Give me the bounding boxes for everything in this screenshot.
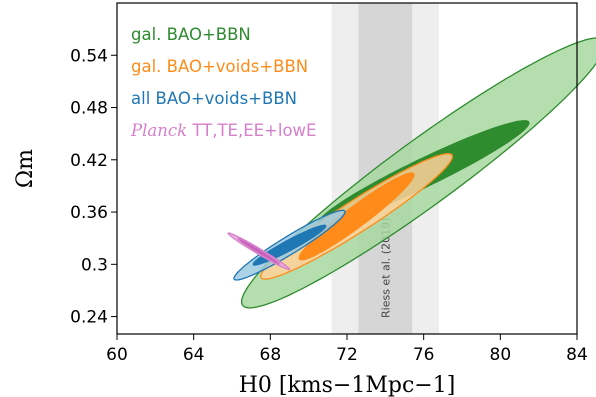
x-tick-label: 76 <box>413 345 435 365</box>
x-tick-label: 64 <box>183 345 205 365</box>
x-tick-label: 60 <box>106 345 128 365</box>
x-tick-label: 84 <box>566 345 588 365</box>
y-tick-label: 0.48 <box>70 99 108 119</box>
legend-entry: gal. BAO+BBN <box>131 25 251 44</box>
x-tick-label: 72 <box>336 345 358 365</box>
legend-entry: gal. BAO+voids+BBN <box>131 57 308 76</box>
legend: gal. BAO+BBN gal. BAO+voids+BBN all BAO+vo… <box>130 25 316 140</box>
x-tick-label: 68 <box>260 345 282 365</box>
legend-entry: all BAO+voids+BBN <box>131 89 297 108</box>
legend-entry-text: all BAO+voids+BBN <box>131 89 297 108</box>
x-axis-title: H0 [kms−1Mpc−1] <box>239 373 456 397</box>
contour-group <box>227 37 596 309</box>
y-tick-label: 0.54 <box>70 46 108 66</box>
legend-entry-italic: Planck <box>130 121 192 140</box>
y-tick-label: 0.42 <box>70 151 108 171</box>
riess-band-label: Riess et al. (2019) <box>379 218 392 318</box>
axes-group: 60 64 68 72 76 80 84 0.24 0.3 0.36 0.42 0.48 0.54 H0 … <box>13 2 588 397</box>
y-tick-label: 0.3 <box>81 255 108 275</box>
y-tick-label: 0.24 <box>70 308 108 328</box>
x-tick-label: 80 <box>490 345 512 365</box>
legend-entry: Planck TT,TE,EE+lowE <box>130 121 316 140</box>
contour-gal-bao-voids-bbn-1sigma <box>298 172 415 261</box>
legend-entry-text: gal. BAO+voids+BBN <box>131 57 308 76</box>
legend-entry-text: gal. BAO+BBN <box>131 25 251 44</box>
contour-planck-1sigma <box>236 237 281 265</box>
y-axis-title: Ωm <box>13 149 38 188</box>
legend-entry-text: TT,TE,EE+lowE <box>191 121 316 140</box>
y-tick-label: 0.36 <box>70 203 108 223</box>
